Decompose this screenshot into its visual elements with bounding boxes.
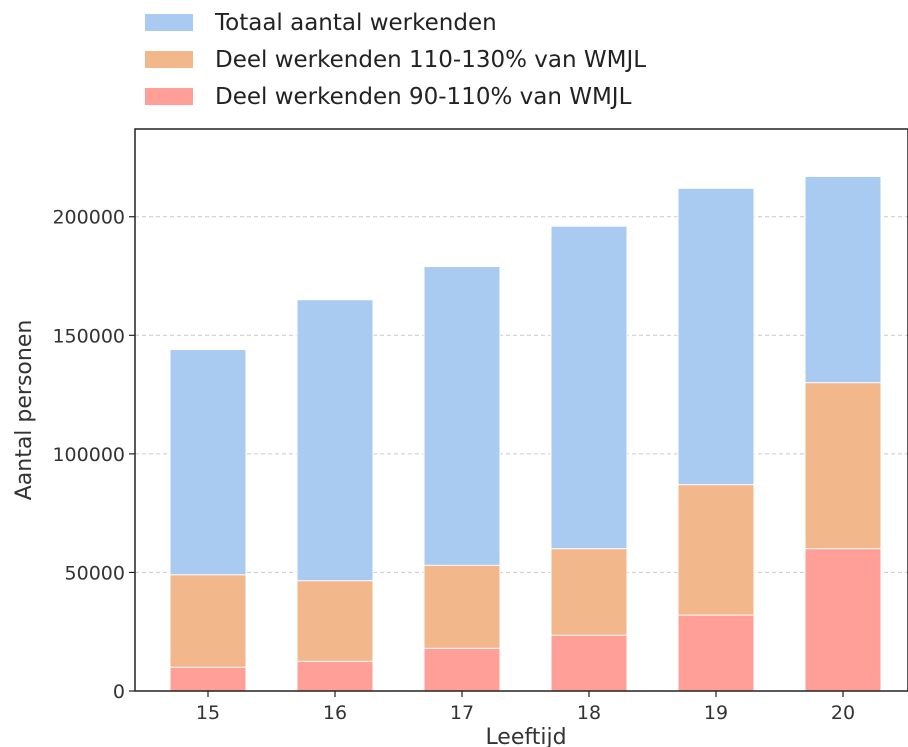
x-tick-label-16: 16: [323, 702, 347, 724]
x-tick-label-19: 19: [704, 702, 728, 724]
x-tick-label-18: 18: [577, 702, 601, 724]
y-tick-label-2: 100000: [52, 444, 125, 466]
legend-label-3: Deel werkenden 90-110% van WMJL: [215, 84, 632, 110]
bar-15-series-3: [169, 666, 247, 692]
legend-label-2: Deel werkenden 110-130% van WMJL: [215, 47, 646, 73]
bar-20-series-3: [804, 548, 882, 692]
y-tick-label-0: 0: [113, 681, 125, 703]
bar-18-series-3: [550, 634, 628, 692]
bar-17-series-3: [423, 647, 501, 692]
legend-swatch-3: [145, 88, 193, 105]
grid: [135, 216, 908, 573]
x-tick-label-20: 20: [831, 702, 855, 724]
legend-label-1: Totaal aantal werkenden: [214, 10, 497, 36]
y-tick-label-3: 150000: [52, 325, 125, 347]
legend-swatch-2: [145, 51, 193, 68]
y-axis-ticks: 0 50000 100000 150000 200000: [52, 207, 135, 703]
bar-19-series-3: [677, 614, 755, 692]
legend-swatch-1: [145, 14, 193, 31]
plot-frame: [134, 128, 908, 692]
legend: Totaal aantal werkenden Deel werkenden 11…: [145, 10, 646, 110]
y-axis-label: Aantal personen: [12, 320, 37, 501]
x-axis-ticks: 15 16 17 18 19 20: [196, 691, 855, 724]
x-tick-label-17: 17: [450, 702, 474, 724]
x-tick-label-15: 15: [196, 702, 220, 724]
x-axis-label: Leeftijd: [485, 725, 566, 747]
bar-16-series-3: [296, 660, 374, 692]
bars: [169, 175, 882, 692]
y-tick-label-1: 50000: [65, 562, 125, 584]
y-tick-label-4: 200000: [52, 207, 125, 229]
